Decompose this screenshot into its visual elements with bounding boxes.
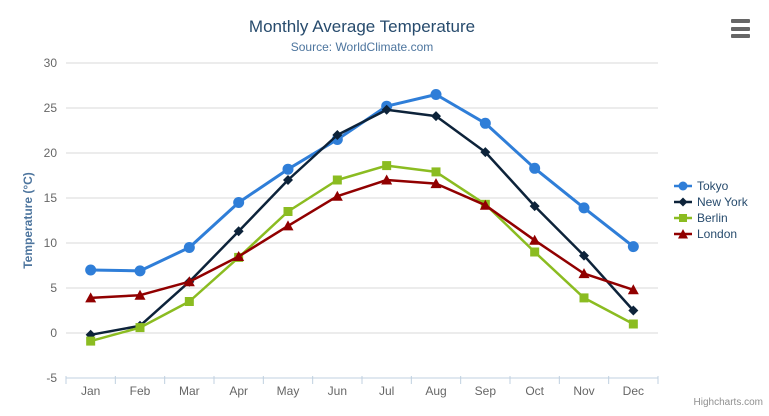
x-axis-tick-label: Apr <box>229 384 248 398</box>
data-point-marker[interactable] <box>283 207 293 216</box>
series-line-berlin <box>90 164 634 343</box>
data-point-marker[interactable] <box>381 174 393 185</box>
y-axis-tick-label: 0 <box>50 326 57 340</box>
x-axis-tick-label: Oct <box>525 384 544 398</box>
legend-item-tokyo[interactable]: Tokyo <box>674 178 748 194</box>
x-axis-tick-label: Jan <box>81 384 100 398</box>
legend-item-berlin[interactable]: Berlin <box>674 210 748 226</box>
series-line-london <box>90 178 634 300</box>
y-axis-tick-label: 15 <box>44 191 58 205</box>
data-point-marker[interactable] <box>529 234 541 245</box>
data-point-marker[interactable] <box>184 297 194 306</box>
chart-subtitle: Source: WorldClimate.com <box>290 40 434 54</box>
data-point-marker[interactable] <box>430 89 442 100</box>
data-point-marker[interactable] <box>331 190 343 201</box>
data-point-marker[interactable] <box>628 319 638 329</box>
x-axis-tick-label: Mar <box>179 384 200 398</box>
triangle-legend-marker-icon <box>674 229 692 239</box>
legend: Tokyo New York Berlin London <box>674 178 748 242</box>
y-axis-tick-label: 10 <box>44 236 58 250</box>
data-point-marker[interactable] <box>529 162 541 174</box>
data-point-marker[interactable] <box>530 247 540 257</box>
data-point-marker[interactable] <box>283 175 293 185</box>
data-point-marker[interactable] <box>628 305 639 316</box>
square-legend-marker-icon <box>674 214 692 222</box>
chart-title: Monthly Average Temperature <box>248 17 476 36</box>
data-point-marker[interactable] <box>579 293 589 303</box>
data-point-marker[interactable] <box>233 226 244 237</box>
data-point-marker[interactable] <box>183 242 195 253</box>
data-point-marker[interactable] <box>431 111 441 122</box>
hamburger-icon <box>731 26 750 31</box>
data-point-marker[interactable] <box>233 197 245 208</box>
data-point-marker[interactable] <box>529 201 540 212</box>
legend-label: London <box>697 227 738 241</box>
data-point-marker[interactable] <box>480 147 491 158</box>
data-point-marker[interactable] <box>627 241 639 253</box>
x-axis-tick-label: Jun <box>328 384 347 398</box>
data-point-marker[interactable] <box>282 163 294 175</box>
data-point-marker[interactable] <box>578 268 590 279</box>
legend-label: New York <box>697 195 748 209</box>
y-axis-title: Temperature (°C) <box>21 172 35 269</box>
data-point-marker[interactable] <box>627 284 639 295</box>
series-line-new-york <box>90 108 635 337</box>
data-point-marker[interactable] <box>332 130 343 140</box>
data-point-marker[interactable] <box>85 292 97 303</box>
y-axis-tick-label: -5 <box>46 371 57 385</box>
y-axis-tick-label: 5 <box>50 281 57 295</box>
x-axis-tick-label: Feb <box>130 384 151 398</box>
x-axis-tick-label: Sep <box>475 384 497 398</box>
data-point-marker[interactable] <box>382 161 392 171</box>
legend-item-london[interactable]: London <box>674 226 748 242</box>
data-point-marker[interactable] <box>282 220 294 231</box>
y-axis-tick-label: 30 <box>44 56 58 70</box>
data-point-marker[interactable] <box>381 104 392 115</box>
data-point-marker[interactable] <box>479 117 491 129</box>
circle-legend-marker-icon <box>674 181 692 191</box>
data-point-marker[interactable] <box>479 199 491 210</box>
data-point-marker[interactable] <box>579 250 589 261</box>
data-point-marker[interactable] <box>332 175 342 185</box>
data-point-marker[interactable] <box>86 336 96 346</box>
y-axis-tick-label: 25 <box>44 101 58 115</box>
data-point-marker[interactable] <box>431 167 441 177</box>
legend-label: Berlin <box>697 211 728 225</box>
diamond-legend-marker-icon <box>674 197 692 207</box>
x-axis-tick-label: Aug <box>425 384 446 398</box>
credits-link[interactable]: Highcharts.com <box>693 397 763 408</box>
series-line-tokyo <box>90 93 635 273</box>
export-menu-button[interactable] <box>731 19 752 38</box>
x-axis-tick-label: Dec <box>623 384 644 398</box>
x-axis-tick-label: May <box>277 384 300 398</box>
data-point-marker[interactable] <box>135 323 145 333</box>
y-axis-tick-label: 20 <box>44 146 58 160</box>
data-point-marker[interactable] <box>578 202 590 214</box>
data-point-marker[interactable] <box>85 264 97 276</box>
hamburger-icon <box>731 34 750 38</box>
legend-item-new-york[interactable]: New York <box>674 194 748 210</box>
legend-label: Tokyo <box>697 179 729 193</box>
hamburger-icon <box>731 19 750 23</box>
data-point-marker[interactable] <box>183 276 195 287</box>
x-axis-tick-label: Jul <box>379 384 394 398</box>
data-point-marker[interactable] <box>134 289 146 300</box>
data-point-marker[interactable] <box>233 251 245 261</box>
data-point-marker[interactable] <box>134 265 146 277</box>
data-point-marker[interactable] <box>430 178 442 189</box>
x-axis-tick-label: Nov <box>573 384 594 398</box>
